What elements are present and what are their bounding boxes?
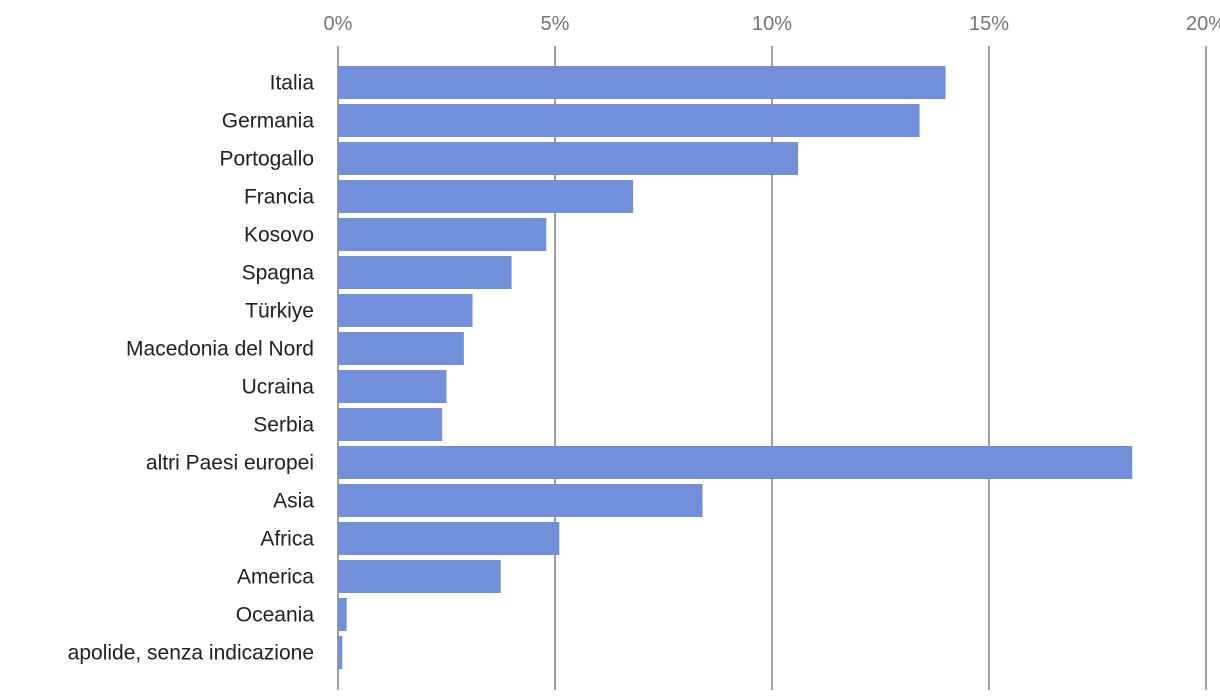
x-tick-label-20: 20% [1186,13,1220,35]
bar-portogallo [338,142,799,175]
category-label: Germania [222,110,315,133]
x-tick-label-15: 15% [969,13,1009,35]
category-labels: Italia Germania Portogallo Francia Kosovo Spa… [68,72,315,665]
bar-kosovo [338,218,547,251]
bar-america [338,560,501,593]
category-label: Serbia [253,414,314,437]
bar-macedonia-del-nord [338,332,464,365]
bars [338,66,1133,669]
x-axis-tick-labels: 0% 5% 10% 15% 20% [324,13,1220,35]
category-label: Africa [260,528,314,551]
bar-altri-paesi-europei [338,446,1133,479]
category-label: Oceania [236,604,315,627]
bar-oceania [338,598,347,631]
bar-asia [338,484,703,517]
category-label: Francia [244,186,314,209]
bar-t-rkiye [338,294,473,327]
x-tick-label-10: 10% [752,13,792,35]
x-tick-label-5: 5% [541,13,570,35]
bar-africa [338,522,560,555]
bar-spagna [338,256,512,289]
bar-serbia [338,408,443,441]
bar-francia [338,180,634,213]
bar-apolide-senza-indicazione [338,636,343,669]
x-tick-label-0: 0% [324,13,353,35]
category-label: Ucraina [242,376,315,399]
category-label: Türkiye [245,300,314,323]
category-label: apolide, senza indicazione [68,642,314,665]
category-label: Asia [273,490,314,513]
category-label: Spagna [242,262,315,285]
bar-italia [338,66,946,99]
category-label: America [237,566,314,589]
category-label: Portogallo [219,148,314,171]
category-label: Italia [270,72,315,95]
bar-germania [338,104,920,137]
category-label: Kosovo [244,224,314,247]
category-label: altri Paesi europei [146,452,314,475]
bar-ucraina [338,370,447,403]
category-label: Macedonia del Nord [126,338,314,361]
